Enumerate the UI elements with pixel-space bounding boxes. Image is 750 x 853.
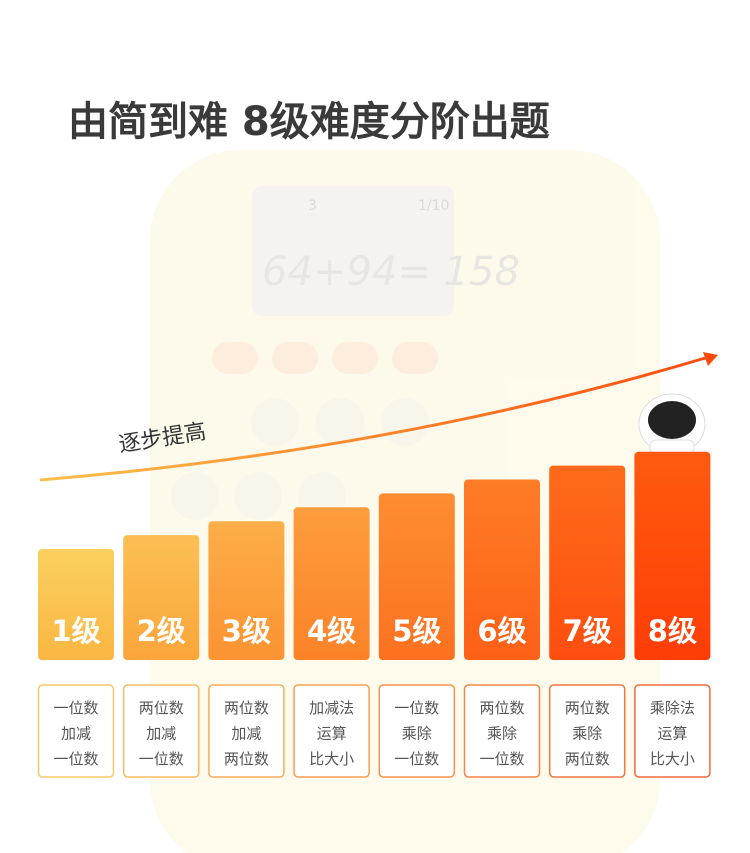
level-label: 8级	[648, 614, 697, 648]
level-bar	[38, 549, 114, 660]
level-desc: 加减法	[309, 699, 354, 717]
level-box	[122, 684, 200, 778]
level-box	[463, 684, 541, 778]
level-box	[378, 684, 456, 778]
level-bar	[464, 479, 540, 660]
level-box	[293, 684, 370, 778]
level-desc: 一位数	[53, 699, 98, 717]
level-desc: 两位数	[565, 699, 610, 717]
level-desc: 运算	[317, 725, 347, 743]
level-desc: 两位数	[224, 750, 269, 768]
level-desc: 两位数	[224, 699, 269, 717]
level-label: 2级	[137, 614, 186, 648]
level-desc: 一位数	[394, 699, 439, 717]
level-desc: 加减	[146, 725, 176, 743]
levels: 1级一位数加减一位数2级两位数加减一位数3级两位数加减两位数4级加减法运算比大小…	[37, 451, 711, 778]
level-desc: 一位数	[394, 750, 439, 768]
level-desc: 比大小	[650, 750, 695, 768]
level-desc: 运算	[657, 725, 687, 743]
level-desc: 比大小	[309, 750, 354, 768]
level-desc: 乘除法	[650, 699, 695, 717]
level-bar	[549, 465, 626, 660]
level-label: 3级	[222, 614, 271, 648]
level-label: 7级	[563, 614, 612, 648]
level-desc: 一位数	[139, 750, 184, 768]
level-box	[634, 684, 711, 778]
level-desc: 一位数	[53, 750, 98, 768]
level-box	[208, 684, 285, 778]
level-desc: 乘除	[487, 725, 517, 743]
level-label: 4级	[307, 614, 356, 648]
display-text: 3	[308, 198, 317, 214]
level-bar	[208, 521, 285, 660]
level-label: 1级	[51, 614, 100, 648]
level-bar	[634, 451, 711, 660]
level-desc: 加减	[231, 725, 261, 743]
level-desc: 乘除	[402, 725, 432, 743]
level-desc: 加减	[61, 725, 91, 743]
level-desc: 两位数	[479, 699, 524, 717]
level-bar	[378, 493, 455, 660]
display-text: 1/10	[418, 198, 449, 214]
level-desc: 两位数	[565, 750, 610, 768]
arrow-head	[703, 352, 718, 366]
level-desc: 两位数	[139, 699, 184, 717]
level-desc: 一位数	[479, 750, 524, 768]
level-box	[37, 684, 115, 778]
page-title: 由简到难 8级难度分阶出题	[68, 99, 550, 145]
level-desc: 乘除	[572, 725, 602, 743]
level-box	[548, 684, 626, 778]
display-text: 64+94= 158	[262, 249, 520, 295]
level-label: 5级	[392, 614, 441, 648]
trend-arrow	[39, 354, 713, 482]
level-bar	[293, 507, 370, 660]
level-bar	[123, 535, 200, 660]
level-label: 6级	[477, 614, 526, 648]
